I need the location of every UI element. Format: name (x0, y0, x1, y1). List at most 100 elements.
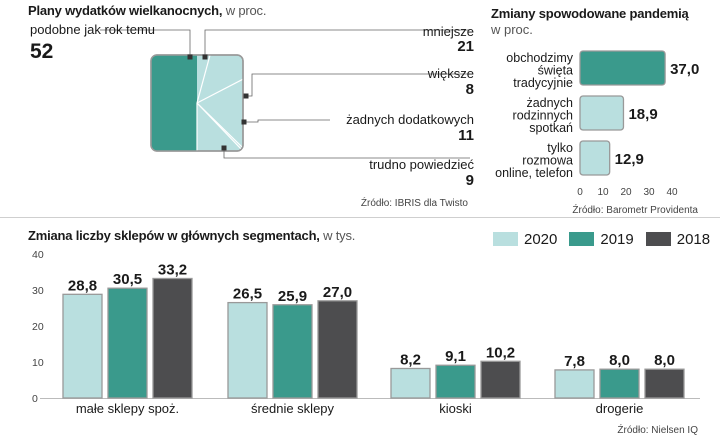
shops-subtitle: w tys. (323, 228, 356, 243)
section-divider (0, 217, 720, 218)
shops-bar-2-2018 (480, 360, 521, 399)
leader-marker-mniejsze (202, 54, 208, 60)
pandemic-bar-2 (579, 140, 611, 176)
pie-title-text: Plany wydatków wielkanocnych, (28, 3, 223, 18)
pandemic-category-0-line-1: święta (538, 63, 573, 77)
shops-value-0-2020: 28,8 (68, 277, 97, 294)
shops-value-3-2018: 8,0 (654, 352, 675, 369)
shops-ytick-10: 10 (32, 357, 44, 369)
pandemic-xtick-10: 10 (597, 187, 609, 198)
pandemic-category-1-line-1: rodzinnych (513, 108, 573, 122)
shops-source: Źródło: Nielsen IQ (617, 425, 698, 436)
shops-bar-1-2019 (272, 304, 313, 399)
shops-bar-0-2019 (107, 287, 148, 399)
slice-label-wieksze: większe (427, 66, 474, 81)
pie-source: Źródło: IBRIS dla Twisto (360, 198, 468, 209)
shops-category-3: drogerie (596, 401, 644, 416)
leader-line-wieksze (246, 73, 470, 97)
pandemic-bar-1 (579, 95, 625, 131)
slice-label-mniejsze: mniejsze (422, 24, 474, 39)
pandemic-value-1: 18,9 (628, 106, 657, 123)
pandemic-xtick-30: 30 (643, 187, 655, 198)
leader-marker-zadnych (241, 119, 247, 125)
shops-bar-0-2020 (62, 293, 103, 399)
pandemic-value-0: 37,0 (670, 61, 699, 78)
shops-bar-3-2020 (554, 369, 595, 399)
leader-marker-podobne (187, 54, 193, 60)
shops-title-text: Zmiana liczby sklepów w głównych segment… (28, 228, 320, 243)
shops-ytick-0: 0 (32, 393, 38, 405)
pandemic-title: Zmiany spowodowane pandemią (491, 6, 689, 21)
pandemic-category-2-line-0: tylko (547, 141, 573, 155)
pie-slice-divider-4 (196, 102, 243, 151)
shops-bar-3-2019 (599, 368, 640, 399)
slice-value-wieksze: 8 (465, 81, 474, 98)
shops-title: Zmiana liczby sklepów w głównych segment… (28, 228, 355, 243)
pandemic-xtick-0: 0 (577, 187, 583, 198)
shops-value-0-2019: 30,5 (113, 271, 142, 288)
legend-swatch-2018 (645, 232, 671, 246)
leader-line-podobne (100, 29, 191, 57)
pandemic-category-0-line-0: obchodzimy (506, 51, 573, 65)
shops-bar-0-2018 (152, 277, 193, 399)
shops-bar-2-2020 (390, 367, 431, 399)
shops-value-2-2020: 8,2 (400, 351, 421, 368)
shops-bar-2-2019 (435, 364, 476, 399)
shops-value-1-2018: 27,0 (323, 284, 352, 301)
shops-value-3-2020: 7,8 (564, 353, 585, 370)
legend-label-2020: 2020 (524, 230, 558, 248)
shops-value-2-2018: 10,2 (486, 344, 515, 361)
shops-category-2: kioski (439, 401, 472, 416)
pie-slice-podobne (151, 55, 197, 151)
shops-bar-3-2018 (644, 368, 685, 399)
legend: 2020 2019 2018 (493, 230, 710, 248)
pandemic-value-2: 12,9 (615, 151, 644, 168)
shops-bar-chart: 40 30 20 10 0 28,8 30,5 33,2 małe sklepy spoż. 26… (32, 249, 700, 416)
shops-ytick-40: 40 (32, 249, 44, 261)
shops-category-1: średnie sklepy (251, 401, 335, 416)
legend-swatch-2019 (569, 232, 595, 246)
shops-ytick-30: 30 (32, 285, 44, 297)
slice-value-mniejsze: 21 (457, 38, 474, 55)
pandemic-category-2-line-1: rozmowa (522, 153, 573, 167)
pie-chart (100, 29, 470, 159)
shops-ytick-20: 20 (32, 321, 44, 333)
pandemic-xtick-40: 40 (666, 187, 678, 198)
pandemic-category-1-line-2: spotkań (529, 121, 573, 135)
legend-label-2018: 2018 (676, 230, 711, 248)
leader-line-zadnych (244, 119, 330, 123)
leader-line-trudno (223, 148, 470, 159)
shops-value-1-2020: 26,5 (233, 286, 262, 303)
shops-value-3-2019: 8,0 (609, 352, 630, 369)
shops-value-0-2018: 33,2 (158, 261, 187, 278)
pie-slice-divider-2 (196, 78, 243, 104)
leader-line-mniejsze (204, 29, 470, 57)
shops-value-1-2019: 25,9 (278, 288, 307, 305)
slice-label-zadnych: żadnych dodatkowych (346, 112, 474, 127)
legend-swatch-2020 (493, 232, 518, 246)
leader-marker-wieksze (243, 93, 249, 99)
shops-bar-1-2018 (317, 300, 358, 399)
shops-value-2-2019: 9,1 (445, 348, 466, 365)
pie-outline (150, 54, 244, 152)
slice-value-podobne: 52 (30, 40, 54, 63)
pandemic-category-0-line-2: tradycyjnie (513, 76, 573, 90)
pandemic-subtitle: w proc. (491, 22, 533, 37)
pie-title: Plany wydatków wielkanocnych, w proc. (28, 3, 266, 18)
slice-label-podobne: podobne jak rok temu (30, 22, 156, 37)
pie-subtitle: w proc. (225, 3, 267, 18)
shops-category-0: małe sklepy spoż. (76, 401, 179, 416)
leader-marker-trudno (221, 145, 227, 151)
pandemic-source: Źródło: Barometr Providenta (572, 205, 698, 216)
pandemic-category-1-line-0: żadnych (526, 96, 573, 110)
pie-slice-divider-1 (196, 55, 211, 104)
legend-label-2019: 2019 (600, 230, 634, 248)
pandemic-category-2-line-2: online, telefon (495, 166, 573, 180)
pandemic-bar-0 (579, 50, 666, 86)
shops-bar-1-2020 (227, 301, 268, 399)
slice-value-trudno: 9 (465, 172, 474, 189)
slice-value-zadnych: 11 (458, 127, 474, 144)
slice-label-trudno: trudno powiedzieć (369, 157, 474, 172)
pandemic-xtick-20: 20 (620, 187, 632, 198)
